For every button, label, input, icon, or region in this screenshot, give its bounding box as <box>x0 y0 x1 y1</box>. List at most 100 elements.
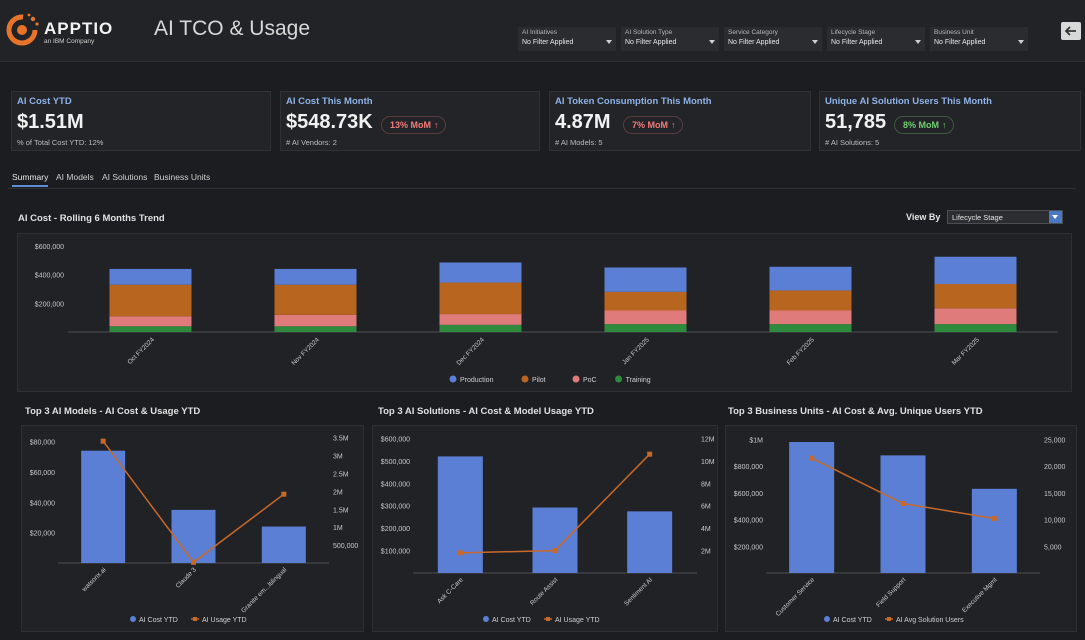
mom-badge: 7% MoM ↑ <box>623 116 683 134</box>
kpi-subtext: # AI Vendors: 2 <box>286 138 337 147</box>
filter-lifecycle-stage[interactable]: Lifecycle Stage No Filter Applied <box>827 27 925 51</box>
bar-segment-training <box>934 324 1017 332</box>
bar-segment-pilot <box>274 284 357 315</box>
kpi-ai-cost-ytd: AI Cost YTD $1.51M % of Total Cost YTD: … <box>11 91 271 151</box>
bar <box>437 456 483 573</box>
kpi-subtext: # AI Solutions: 5 <box>825 138 880 147</box>
y-right-tick-label: 1M <box>333 525 343 532</box>
tab-summary[interactable]: Summary <box>12 172 49 187</box>
tab-ai-solutions[interactable]: AI Solutions <box>102 172 148 182</box>
x-tick-label: Route Assist <box>529 576 560 607</box>
bar-segment-production <box>604 267 687 292</box>
arrow-up-icon: ↑ <box>434 120 439 130</box>
y-left-tick-label: $600,000 <box>381 436 410 443</box>
chevron-down-icon[interactable] <box>1049 211 1062 223</box>
filter-value: No Filter Applied <box>625 39 677 46</box>
y-right-tick-label: 2M <box>701 549 711 556</box>
legend-marker <box>887 617 891 621</box>
x-tick-label: Claude 3 <box>175 566 199 590</box>
line-point <box>191 559 196 565</box>
legend-marker <box>449 375 457 383</box>
logo-subtext: an IBM Company <box>44 38 95 45</box>
bar-segment-training <box>604 324 687 332</box>
y-right-tick-label: 8M <box>701 481 711 488</box>
legend-label: AI Usage YTD <box>555 617 600 624</box>
bar <box>627 511 673 573</box>
line-point <box>100 438 106 444</box>
back-arrow-icon <box>1065 26 1076 36</box>
kpi-value: $1.51M <box>17 111 84 133</box>
y-left-tick-label: $500,000 <box>381 459 410 466</box>
kpi-unique-users: Unique AI Solution Users This Month 51,7… <box>819 91 1081 151</box>
filter-value: No Filter Applied <box>934 39 986 46</box>
legend-label: Production <box>460 377 494 384</box>
mom-badge: 8% MoM ↑ <box>894 116 954 134</box>
x-tick-label: Mar FY2025 <box>951 336 982 367</box>
legend-marker <box>546 617 550 621</box>
line-point <box>457 550 463 556</box>
tab-ai-models[interactable]: AI Models <box>56 172 94 182</box>
bar-segment-pilot <box>439 282 522 315</box>
bar <box>971 488 1017 573</box>
y-tick-label: $400,000 <box>35 273 64 280</box>
line-point <box>809 455 815 461</box>
y-right-tick-label: 3M <box>333 454 343 461</box>
business-units-chart: $200,000 $400,000 $600,000 $800,000 $1M 5,000… <box>734 437 1066 624</box>
kpi-ai-cost-this-month: AI Cost This Month $548.73K 13% MoM ↑ # A… <box>280 91 540 151</box>
y-left-tick-label: $200,000 <box>734 544 763 551</box>
y-left-tick-label: $60,000 <box>30 470 55 477</box>
bar-segment-training <box>109 326 192 332</box>
solutions-chart-title: Top 3 AI Solutions - AI Cost & Model Usa… <box>378 406 594 417</box>
legend-label: AI Cost YTD <box>139 617 178 624</box>
kpi-value: 4.87M <box>555 111 611 133</box>
view-by-value: Lifecycle Stage <box>952 213 1003 222</box>
view-by-label: View By <box>906 212 941 222</box>
legend-marker <box>615 375 623 383</box>
bar <box>532 507 578 573</box>
x-tick-label: Feb FY2025 <box>786 336 817 367</box>
legend-label: Training <box>626 377 651 384</box>
business-units-chart-title: Top 3 Business Units - AI Cost & Avg. Un… <box>728 406 983 417</box>
filter-value: No Filter Applied <box>522 39 574 46</box>
legend-label: AI Cost YTD <box>833 617 872 624</box>
legend-marker <box>824 616 830 622</box>
legend-marker <box>130 616 136 622</box>
kpi-value: 51,785 <box>825 111 887 133</box>
filter-service-category[interactable]: Service Category No Filter Applied <box>724 27 822 51</box>
x-tick-label: Nov FY2024 <box>290 336 321 367</box>
x-tick-label: Jan FY2025 <box>621 336 651 366</box>
arrow-up-icon: ↑ <box>671 120 676 130</box>
chevron-down-icon <box>915 40 921 44</box>
page-title: AI TCO & Usage <box>154 17 311 40</box>
y-left-tick-label: $20,000 <box>30 531 55 538</box>
bar-segment-production <box>274 268 357 285</box>
bar-segment-pilot <box>109 284 192 317</box>
filter-ai-initiatives[interactable]: AI Initiatives No Filter Applied <box>518 27 616 51</box>
filter-value: No Filter Applied <box>728 39 780 46</box>
y-left-tick-label: $300,000 <box>381 504 410 511</box>
bar-segment-pilot <box>604 291 687 311</box>
apptio-logo[interactable]: APPTIO an IBM Company <box>6 12 136 50</box>
apptio-logo-icon <box>6 13 39 46</box>
solutions-chart: $100,000 $200,000 $300,000 $400,000 $500,000… <box>381 436 715 624</box>
view-by-select[interactable]: Lifecycle Stage <box>947 210 1063 224</box>
mom-badge: 13% MoM ↑ <box>381 116 446 134</box>
legend-marker <box>521 375 529 383</box>
line-point <box>900 501 906 506</box>
kpi-value: $548.73K <box>286 111 373 133</box>
y-left-tick-label: $600,000 <box>734 491 763 498</box>
chevron-down-icon <box>709 40 715 44</box>
bar-segment-production <box>934 256 1017 284</box>
y-right-tick-label: 10M <box>701 459 715 466</box>
models-chart-panel: $20,000 $40,000 $60,000 $80,000 500,000 1M 1.5… <box>21 425 364 632</box>
x-tick-label: Sentiment AI <box>623 576 654 607</box>
bar-segment-pilot <box>769 290 852 311</box>
y-left-tick-label: $80,000 <box>30 440 55 447</box>
filter-ai-solution-type[interactable]: AI Solution Type No Filter Applied <box>621 27 719 51</box>
back-button[interactable] <box>1061 22 1081 40</box>
filter-business-unit[interactable]: Business Unit No Filter Applied <box>930 27 1028 51</box>
y-right-tick-label: 5,000 <box>1044 544 1062 551</box>
line-point <box>552 548 558 554</box>
bar-segment-production <box>109 268 192 285</box>
tab-business-units[interactable]: Business Units <box>154 172 211 182</box>
